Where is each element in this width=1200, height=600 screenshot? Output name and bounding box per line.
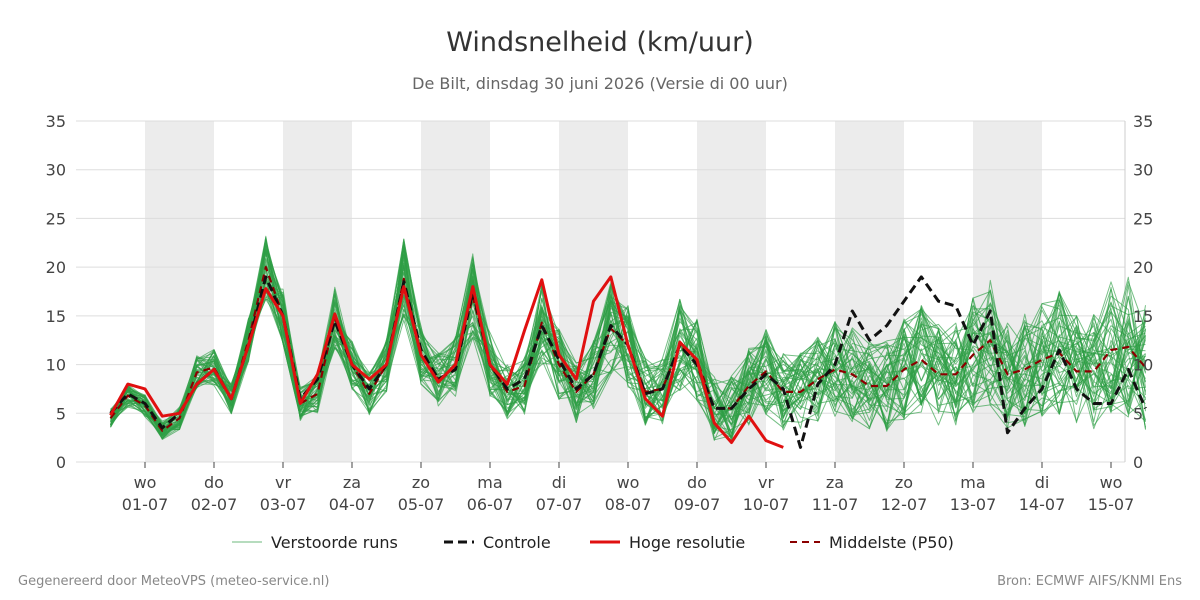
ensemble-run-42	[110, 239, 1146, 434]
footer-generator: Gegenereerd door MeteoVPS (meteo-service…	[18, 574, 329, 589]
xtick-date-10: 11-07	[812, 495, 859, 514]
ytick-left-10: 10	[46, 356, 66, 375]
xtick-date-2: 03-07	[260, 495, 307, 514]
legend: Verstoorde runs Controle Hoge resolutie …	[232, 533, 954, 552]
xtick-date-11: 12-07	[881, 495, 928, 514]
ytick-right-0: 0	[1133, 453, 1143, 472]
axis-labels: 0 0 5 5 10 10 15 15 20 20 25 25 30 30 35 35 wo 01-07 do 02-…	[46, 112, 1154, 514]
xtick-date-9: 10-07	[743, 495, 790, 514]
xtick-day-5: ma	[477, 473, 502, 492]
ytick-left-5: 5	[56, 404, 66, 423]
xtick-day-12: ma	[960, 473, 985, 492]
xtick-day-11: zo	[895, 473, 913, 492]
xtick-date-4: 05-07	[398, 495, 445, 514]
ensemble-run-47	[110, 235, 1146, 432]
ytick-right-35: 35	[1133, 112, 1153, 131]
ytick-right-10: 10	[1133, 356, 1153, 375]
legend-label-control: Controle	[483, 533, 551, 552]
xtick-day-4: zo	[412, 473, 430, 492]
xtick-day-2: vr	[275, 473, 291, 492]
shaded-day-3	[559, 121, 628, 462]
xtick-day-6: di	[552, 473, 567, 492]
xtick-date-8: 09-07	[674, 495, 721, 514]
chart-title: Windsnelheid (km/uur)	[446, 27, 754, 58]
xtick-date-6: 07-07	[536, 495, 583, 514]
xtick-date-0: 01-07	[122, 495, 169, 514]
xtick-day-0: wo	[134, 473, 157, 492]
xtick-day-1: do	[204, 473, 224, 492]
legend-label-high-res: Hoge resolutie	[629, 533, 745, 552]
ytick-left-20: 20	[46, 258, 66, 277]
ytick-left-30: 30	[46, 161, 66, 180]
high-res-line	[109, 275, 784, 449]
ytick-right-20: 20	[1133, 258, 1153, 277]
xtick-day-10: za	[826, 473, 844, 492]
xtick-day-9: vr	[758, 473, 774, 492]
ytick-right-15: 15	[1133, 307, 1153, 326]
shaded-day-4	[697, 121, 766, 462]
xtick-date-12: 13-07	[950, 495, 997, 514]
xtick-day-8: do	[687, 473, 707, 492]
xtick-day-14: wo	[1100, 473, 1123, 492]
ensemble-run-49	[110, 268, 1146, 432]
chart-subtitle: De Bilt, dinsdag 30 juni 2026 (Versie di…	[412, 74, 788, 93]
xtick-day-13: di	[1035, 473, 1050, 492]
footer-source: Bron: ECMWF AIFS/KNMI Ens	[997, 574, 1182, 589]
xtick-date-3: 04-07	[329, 495, 376, 514]
legend-label-median: Middelste (P50)	[829, 533, 954, 552]
xtick-date-13: 14-07	[1019, 495, 1066, 514]
grid-lines	[76, 120, 1126, 463]
xtick-date-5: 06-07	[467, 495, 514, 514]
xtick-date-1: 02-07	[191, 495, 238, 514]
ytick-left-0: 0	[56, 453, 66, 472]
ytick-right-5: 5	[1133, 404, 1143, 423]
ytick-left-25: 25	[46, 209, 66, 228]
ytick-right-25: 25	[1133, 209, 1153, 228]
ytick-left-15: 15	[46, 307, 66, 326]
xtick-date-14: 15-07	[1088, 495, 1135, 514]
ensemble-run-48	[110, 270, 1146, 435]
ytick-left-35: 35	[46, 112, 66, 131]
xtick-day-7: wo	[617, 473, 640, 492]
ytick-right-30: 30	[1133, 161, 1153, 180]
xtick-day-3: za	[343, 473, 361, 492]
legend-label-ensemble: Verstoorde runs	[271, 533, 398, 552]
xtick-date-7: 08-07	[605, 495, 652, 514]
main-series	[109, 266, 1147, 449]
